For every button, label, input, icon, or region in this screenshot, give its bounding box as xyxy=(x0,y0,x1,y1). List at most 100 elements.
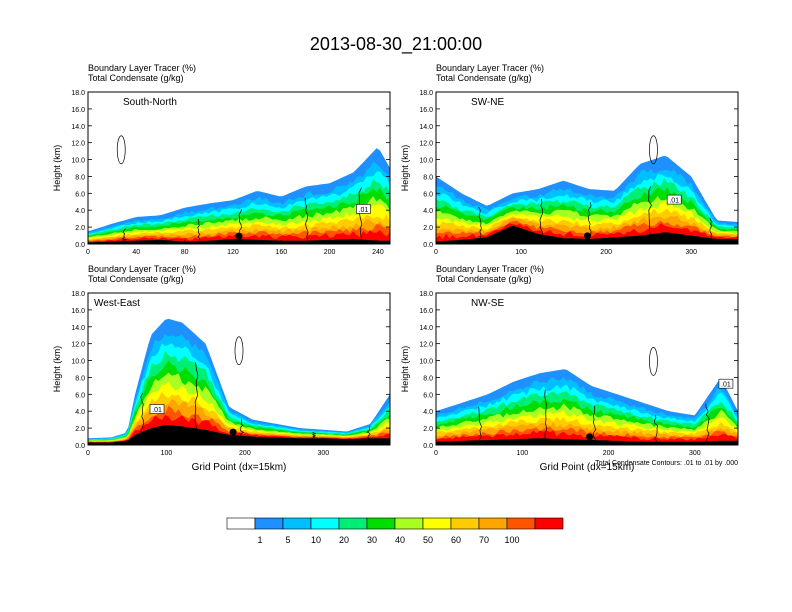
colorbar-swatch xyxy=(282,517,312,530)
y-tick-label: 8.0 xyxy=(423,174,433,181)
y-tick-label: 8.0 xyxy=(75,375,85,382)
y-tick-label: 2.0 xyxy=(75,426,85,433)
panel-nw-se: Boundary Layer Tracer (%)Total Condensat… xyxy=(400,264,739,473)
y-tick-label: 6.0 xyxy=(75,191,85,198)
y-tick-label: 14.0 xyxy=(71,124,85,131)
y-tick-label: 18.0 xyxy=(419,291,433,298)
condensate-contour xyxy=(478,206,482,238)
x-tick-label: 240 xyxy=(372,249,384,256)
panel-label: SW-NE xyxy=(471,97,504,108)
colorbar-swatch xyxy=(394,517,424,530)
condensate-contour xyxy=(312,431,317,439)
plot-area xyxy=(436,135,738,244)
y-tick-label: 0.0 xyxy=(75,242,85,249)
y-tick-label: 14.0 xyxy=(71,325,85,332)
condensate-contour xyxy=(588,202,592,240)
panel-south-north: Boundary Layer Tracer (%)Total Condensat… xyxy=(52,63,391,256)
x-tick-label: 200 xyxy=(239,450,251,457)
condensate-contour-loop xyxy=(649,347,658,376)
x-tick-label: 200 xyxy=(324,249,336,256)
panel-subtitle: Total Condensate (g/kg) xyxy=(436,73,532,83)
y-tick-label: 12.0 xyxy=(419,342,433,349)
terrain xyxy=(88,425,390,445)
x-tick-label: 0 xyxy=(434,249,438,256)
condensate-contour xyxy=(478,406,482,441)
condensate-contour xyxy=(705,403,710,442)
colorbar-label: 20 xyxy=(339,535,349,545)
tracer-band-11 xyxy=(436,430,738,442)
x-tick-label: 40 xyxy=(132,249,140,256)
x-tick-label: 100 xyxy=(515,249,527,256)
colorbar-swatch xyxy=(534,517,564,530)
panel-subtitle: Boundary Layer Tracer (%) xyxy=(436,264,544,274)
y-tick-label: 16.0 xyxy=(71,308,85,315)
y-tick-label: 4.0 xyxy=(423,409,433,416)
y-tick-label: 4.0 xyxy=(75,208,85,215)
x-tick-label: 80 xyxy=(181,249,189,256)
y-tick-label: 6.0 xyxy=(75,392,85,399)
contour-label: .01 xyxy=(721,382,731,389)
plot-area xyxy=(88,135,390,244)
colorbar-label: 100 xyxy=(504,535,519,545)
y-tick-label: 14.0 xyxy=(419,124,433,131)
x-tick-label: 0 xyxy=(86,249,90,256)
tracer-band-10 xyxy=(88,405,390,443)
condensate-contour xyxy=(140,392,144,433)
colorbar: 1 5 10 20 30 40 50 60 70 100 xyxy=(226,517,564,545)
x-tick-label: 120 xyxy=(227,249,239,256)
y-tick-label: 2.0 xyxy=(75,225,85,232)
x-tick-label: 200 xyxy=(603,450,615,457)
colorbar-swatch xyxy=(478,517,508,530)
location-marker xyxy=(586,433,594,441)
x-tick-label: 200 xyxy=(600,249,612,256)
y-tick-label: 10.0 xyxy=(71,158,85,165)
condensate-contour-loop xyxy=(234,336,244,366)
figure-title: 2013-08-30_21:00:00 xyxy=(310,34,482,55)
panel-subtitle: Total Condensate (g/kg) xyxy=(88,73,184,83)
y-tick-label: 10.0 xyxy=(419,359,433,366)
y-tick-label: 4.0 xyxy=(423,208,433,215)
x-axis-label: Grid Point (dx=15km) xyxy=(192,462,287,473)
y-tick-label: 2.0 xyxy=(423,225,433,232)
plot-area xyxy=(88,318,390,445)
x-tick-label: 0 xyxy=(86,450,90,457)
colorbar-swatch xyxy=(254,517,284,530)
y-tick-label: 18.0 xyxy=(71,90,85,97)
y-tick-label: 0.0 xyxy=(75,443,85,450)
terrain xyxy=(88,239,390,244)
panel-subtitle: Boundary Layer Tracer (%) xyxy=(436,63,544,73)
contour-label: .01 xyxy=(152,407,162,414)
colorbar-label: 50 xyxy=(423,535,433,545)
condensate-contour xyxy=(366,425,371,439)
colorbar-label: 10 xyxy=(311,535,321,545)
y-tick-label: 14.0 xyxy=(419,325,433,332)
y-tick-label: 12.0 xyxy=(71,141,85,148)
panel-sw-ne: Boundary Layer Tracer (%)Total Condensat… xyxy=(400,63,739,256)
condensate-contour xyxy=(197,218,201,242)
tracer-band-11 xyxy=(88,414,390,443)
y-tick-label: 18.0 xyxy=(71,291,85,298)
y-tick-label: 8.0 xyxy=(75,174,85,181)
contour-footnote: Total Condensate Contours: .01 to .01 by… xyxy=(595,460,738,467)
panel-label: South-North xyxy=(123,97,177,108)
panel-frame xyxy=(87,292,391,446)
colorbar-label: 5 xyxy=(285,535,290,545)
y-tick-label: 16.0 xyxy=(419,107,433,114)
y-tick-label: 6.0 xyxy=(423,392,433,399)
location-marker xyxy=(583,232,591,240)
panel-frame xyxy=(87,91,391,245)
condensate-contour xyxy=(648,186,652,235)
condensate-contour xyxy=(709,217,713,239)
y-tick-label: 2.0 xyxy=(423,426,433,433)
panel-subtitle: Total Condensate (g/kg) xyxy=(436,274,532,284)
contour-label: .01 xyxy=(359,207,369,214)
colorbar-label: 40 xyxy=(395,535,405,545)
condensate-contour-loop xyxy=(649,135,658,165)
x-axis-label: Grid Point (dx=15km) xyxy=(540,462,635,473)
panel-label: West-East xyxy=(94,298,140,309)
condensate-contour xyxy=(304,197,309,241)
x-tick-label: 100 xyxy=(161,450,173,457)
colorbar-label: 70 xyxy=(479,535,489,545)
panel-west-east: Boundary Layer Tracer (%)Total Condensat… xyxy=(52,264,391,473)
y-axis-label: Height (km) xyxy=(400,145,410,192)
